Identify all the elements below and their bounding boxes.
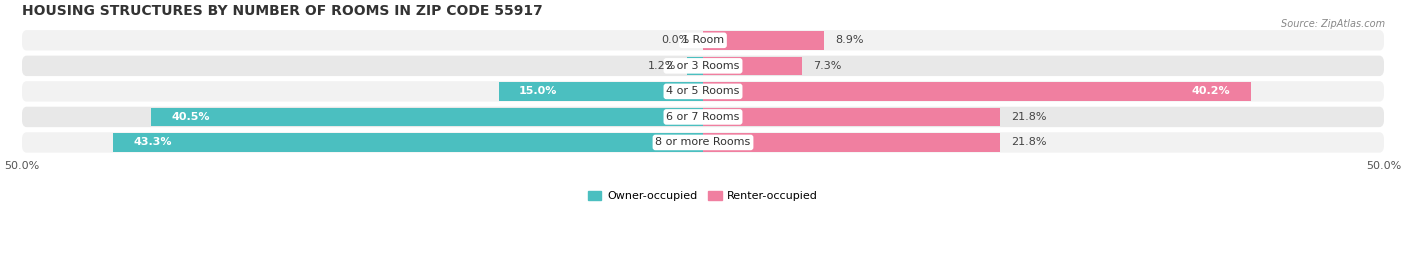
Text: 6 or 7 Rooms: 6 or 7 Rooms	[666, 112, 740, 122]
Bar	[703, 57, 803, 75]
Bar	[152, 108, 703, 126]
Bar	[686, 57, 703, 75]
Text: 40.2%: 40.2%	[1192, 86, 1230, 96]
FancyBboxPatch shape	[21, 56, 1385, 76]
FancyBboxPatch shape	[21, 107, 1385, 127]
FancyBboxPatch shape	[21, 30, 1385, 51]
Bar	[499, 82, 703, 101]
Bar	[703, 133, 1000, 152]
FancyBboxPatch shape	[21, 81, 1385, 102]
Text: 43.3%: 43.3%	[134, 137, 172, 147]
Text: 8.9%: 8.9%	[835, 35, 863, 45]
Text: 2 or 3 Rooms: 2 or 3 Rooms	[666, 61, 740, 71]
Bar	[703, 31, 824, 49]
Bar	[703, 82, 1251, 101]
Text: Source: ZipAtlas.com: Source: ZipAtlas.com	[1281, 19, 1385, 29]
Text: 15.0%: 15.0%	[519, 86, 557, 96]
Bar	[703, 108, 1000, 126]
Bar	[112, 133, 703, 152]
Text: 1.2%: 1.2%	[647, 61, 676, 71]
Text: 21.8%: 21.8%	[1011, 137, 1046, 147]
Text: 1 Room: 1 Room	[682, 35, 724, 45]
Legend: Owner-occupied, Renter-occupied: Owner-occupied, Renter-occupied	[583, 186, 823, 206]
Text: 7.3%: 7.3%	[813, 61, 842, 71]
Text: 21.8%: 21.8%	[1011, 112, 1046, 122]
Text: 40.5%: 40.5%	[172, 112, 209, 122]
FancyBboxPatch shape	[21, 132, 1385, 153]
Text: 0.0%: 0.0%	[661, 35, 689, 45]
Text: 8 or more Rooms: 8 or more Rooms	[655, 137, 751, 147]
Text: HOUSING STRUCTURES BY NUMBER OF ROOMS IN ZIP CODE 55917: HOUSING STRUCTURES BY NUMBER OF ROOMS IN…	[21, 4, 543, 18]
Text: 4 or 5 Rooms: 4 or 5 Rooms	[666, 86, 740, 96]
